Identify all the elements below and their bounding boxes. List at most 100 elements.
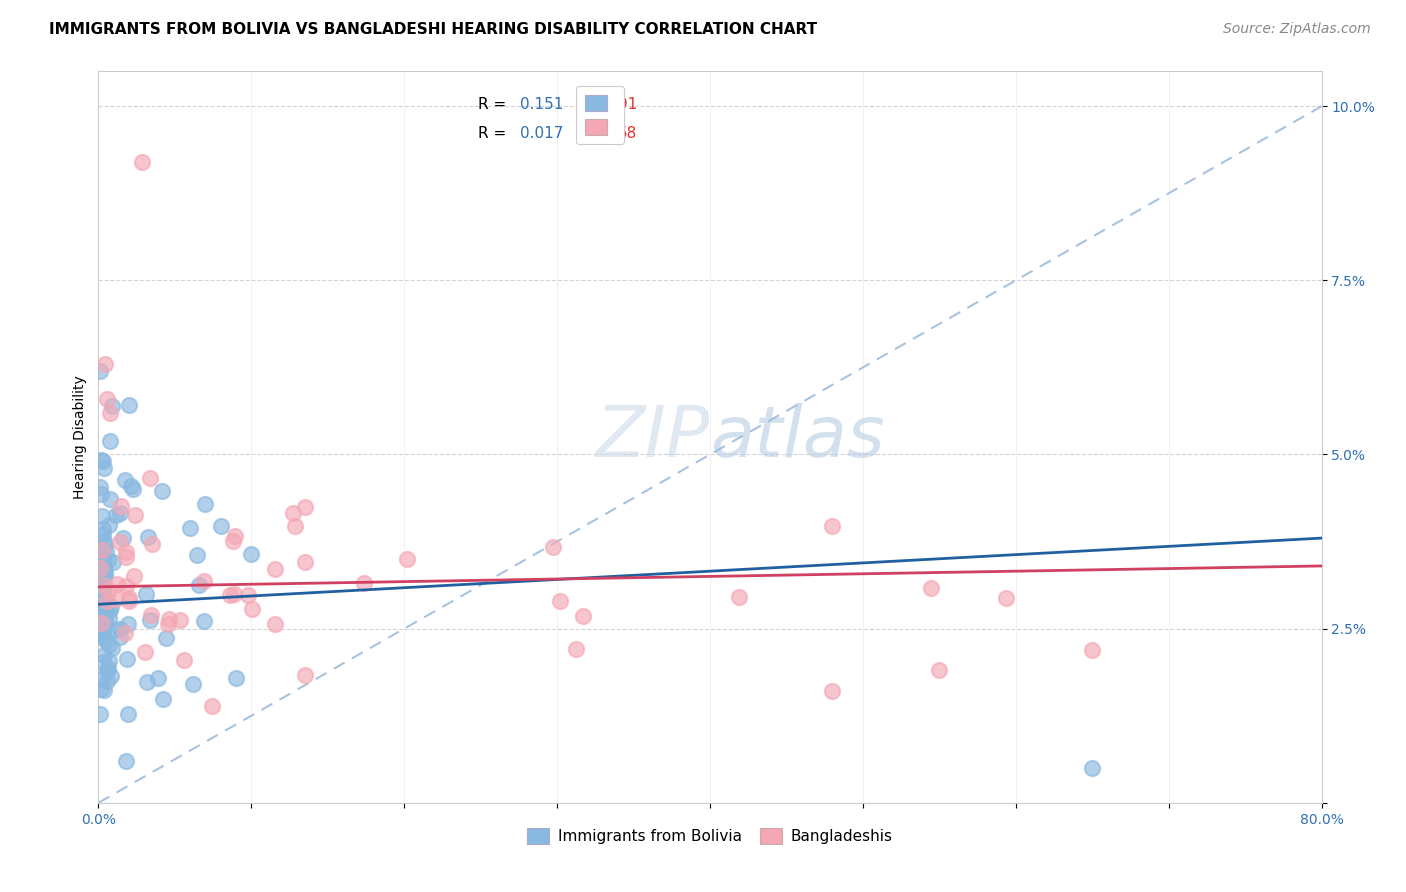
Point [94,613,117,627]
Point [541,541,564,555]
Point [821,684,844,698]
Text: 0.017: 0.017 [520,126,564,141]
Point [821,518,844,533]
Point [98,492,121,507]
Point [104,508,127,522]
Point [91,522,114,536]
Point [138,530,160,544]
Point [222,533,245,548]
Point [97,553,120,567]
Point [97,611,120,625]
Point [240,601,263,615]
Point [90,487,112,501]
Point [89,626,111,640]
Point [122,483,145,497]
Point [152,692,174,706]
Point [120,479,142,493]
Point [124,508,146,522]
Point [90,582,112,597]
Point [93,648,115,662]
Point [91,578,114,592]
Point [115,652,138,666]
Point [157,612,180,626]
Point [122,568,145,582]
Point [155,631,177,645]
Point [94,544,117,558]
Point [193,615,215,629]
Point [89,560,111,574]
Point [90,542,112,557]
Text: N =: N = [582,126,610,141]
Point [90,630,112,644]
Point [209,518,232,533]
Point [101,399,124,413]
Point [111,532,134,546]
Point [146,671,169,685]
Point [264,616,287,631]
Point [565,642,588,657]
Point [94,357,117,371]
Point [93,683,115,698]
Point [93,567,115,582]
Point [91,553,114,567]
Point [281,507,304,521]
Point [90,681,112,696]
Text: R =: R = [478,96,506,112]
Point [97,654,120,668]
Point [110,507,132,521]
Point [139,613,162,627]
Point [238,588,260,602]
Point [94,566,117,581]
Text: 0.151: 0.151 [520,96,564,112]
Legend: Immigrants from Bolivia, Bangladeshis: Immigrants from Bolivia, Bangladeshis [522,822,898,850]
Point [114,626,136,640]
Point [396,552,419,566]
Point [225,671,247,685]
Point [89,707,111,722]
Point [188,577,211,591]
Point [548,594,571,608]
Point [169,613,191,627]
Point [93,619,115,633]
Point [224,529,246,543]
Point [117,707,139,722]
Point [90,615,112,630]
Point [156,617,179,632]
Point [135,586,157,600]
Point [194,497,217,511]
Point [117,617,139,632]
Point [105,577,128,591]
Point [100,669,122,683]
Point [118,593,141,607]
Point [139,607,162,622]
Text: atlas: atlas [710,402,884,472]
Point [218,588,240,602]
Point [222,586,245,600]
Point [186,548,208,562]
Point [201,698,224,713]
Point [96,594,118,608]
Point [93,570,115,584]
Y-axis label: Hearing Disability: Hearing Disability [73,376,87,499]
Text: Source: ZipAtlas.com: Source: ZipAtlas.com [1223,22,1371,37]
Point [96,392,118,406]
Point [173,653,195,667]
Point [98,603,121,617]
Point [920,581,942,595]
Point [928,664,950,678]
Text: N =: N = [582,96,610,112]
Point [94,538,117,552]
Point [93,560,115,574]
Point [118,591,141,605]
Point [93,534,115,549]
Point [118,398,141,412]
Point [728,591,751,605]
Point [96,605,118,619]
Point [179,521,201,535]
Point [131,155,153,169]
Point [97,582,120,597]
Text: IMMIGRANTS FROM BOLIVIA VS BANGLADESHI HEARING DISABILITY CORRELATION CHART: IMMIGRANTS FROM BOLIVIA VS BANGLADESHI H… [49,22,817,37]
Text: ZIP: ZIP [596,402,710,472]
Point [572,609,595,624]
Point [89,480,111,494]
